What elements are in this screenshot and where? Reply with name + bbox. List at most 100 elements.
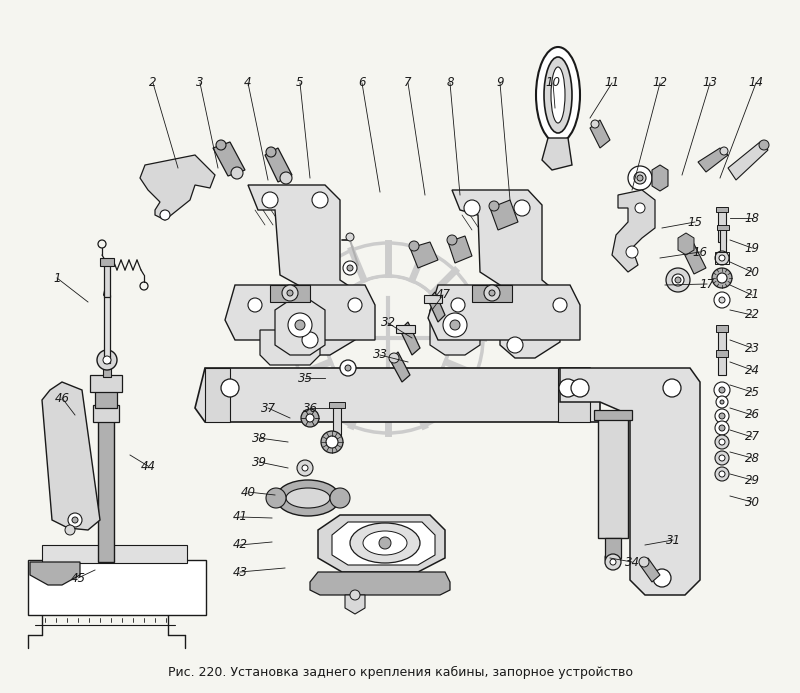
Circle shape <box>605 550 621 566</box>
Polygon shape <box>195 368 600 422</box>
Bar <box>104 295 110 363</box>
Circle shape <box>719 255 725 261</box>
Text: 4: 4 <box>244 76 252 89</box>
Polygon shape <box>698 148 728 172</box>
Text: 28: 28 <box>745 452 759 464</box>
Circle shape <box>635 203 645 213</box>
Polygon shape <box>716 325 728 332</box>
Ellipse shape <box>551 67 565 123</box>
Circle shape <box>447 235 457 245</box>
Text: 39: 39 <box>251 455 266 468</box>
Circle shape <box>346 233 354 241</box>
Circle shape <box>759 140 769 150</box>
Text: 27: 27 <box>745 430 759 444</box>
Ellipse shape <box>363 531 407 555</box>
Circle shape <box>628 166 652 190</box>
Polygon shape <box>640 558 660 582</box>
Text: 38: 38 <box>251 432 266 444</box>
Polygon shape <box>680 240 706 274</box>
Text: 6: 6 <box>358 76 366 89</box>
Polygon shape <box>716 207 728 212</box>
Circle shape <box>719 425 725 431</box>
Circle shape <box>637 175 643 181</box>
Polygon shape <box>428 292 445 322</box>
Circle shape <box>626 246 638 258</box>
Polygon shape <box>718 330 726 355</box>
Circle shape <box>389 353 399 363</box>
Polygon shape <box>345 595 365 614</box>
Circle shape <box>443 313 467 337</box>
Circle shape <box>559 379 577 397</box>
Polygon shape <box>490 200 518 230</box>
Bar <box>100 258 114 266</box>
Polygon shape <box>605 538 621 558</box>
Circle shape <box>301 409 319 427</box>
Circle shape <box>340 360 356 376</box>
Circle shape <box>231 167 243 179</box>
Circle shape <box>68 513 82 527</box>
Circle shape <box>716 396 728 408</box>
Text: 3: 3 <box>196 76 204 89</box>
Circle shape <box>605 554 621 570</box>
Circle shape <box>712 268 732 288</box>
Text: 29: 29 <box>745 473 759 486</box>
Text: 18: 18 <box>745 211 759 225</box>
Polygon shape <box>318 515 445 572</box>
Polygon shape <box>205 368 230 422</box>
Polygon shape <box>652 165 668 191</box>
Text: 26: 26 <box>745 408 759 421</box>
Text: 11: 11 <box>605 76 619 89</box>
Polygon shape <box>718 210 726 242</box>
Circle shape <box>666 268 690 292</box>
Polygon shape <box>560 368 700 595</box>
Circle shape <box>634 172 646 184</box>
Bar <box>95 390 117 408</box>
Polygon shape <box>424 295 442 303</box>
Text: 12: 12 <box>653 76 667 89</box>
Polygon shape <box>310 572 450 595</box>
Text: 25: 25 <box>745 385 759 398</box>
Circle shape <box>72 517 78 523</box>
Circle shape <box>266 147 276 157</box>
Polygon shape <box>275 300 325 355</box>
Circle shape <box>672 274 684 286</box>
Circle shape <box>720 147 728 155</box>
Text: 35: 35 <box>298 371 313 385</box>
Circle shape <box>330 488 350 508</box>
Text: 21: 21 <box>745 288 759 301</box>
Ellipse shape <box>536 47 580 143</box>
Text: 20: 20 <box>745 265 759 279</box>
Polygon shape <box>329 402 345 408</box>
Circle shape <box>675 277 681 283</box>
Text: 43: 43 <box>233 565 247 579</box>
Circle shape <box>379 537 391 549</box>
Circle shape <box>347 265 353 271</box>
Text: 45: 45 <box>70 572 86 584</box>
Polygon shape <box>448 236 472 263</box>
Circle shape <box>306 414 314 422</box>
Circle shape <box>282 285 298 301</box>
Circle shape <box>639 557 649 567</box>
Polygon shape <box>472 285 512 302</box>
Polygon shape <box>260 330 320 365</box>
Polygon shape <box>213 142 245 176</box>
Circle shape <box>719 387 725 393</box>
Text: 47: 47 <box>435 288 450 301</box>
Text: 34: 34 <box>625 556 639 568</box>
Circle shape <box>610 559 616 565</box>
Circle shape <box>663 379 681 397</box>
Polygon shape <box>248 185 355 355</box>
Text: 23: 23 <box>745 342 759 355</box>
Text: Рис. 220. Установка заднего крепления кабины, запорное устройство: Рис. 220. Установка заднего крепления ка… <box>167 665 633 678</box>
Circle shape <box>288 313 312 337</box>
Circle shape <box>343 261 357 275</box>
Ellipse shape <box>276 480 340 516</box>
Text: 33: 33 <box>373 349 387 362</box>
Circle shape <box>720 400 724 404</box>
Circle shape <box>715 251 729 265</box>
Polygon shape <box>400 322 420 355</box>
Circle shape <box>312 192 328 208</box>
Bar <box>98 420 114 562</box>
Text: 14: 14 <box>749 76 763 89</box>
Polygon shape <box>270 285 310 302</box>
